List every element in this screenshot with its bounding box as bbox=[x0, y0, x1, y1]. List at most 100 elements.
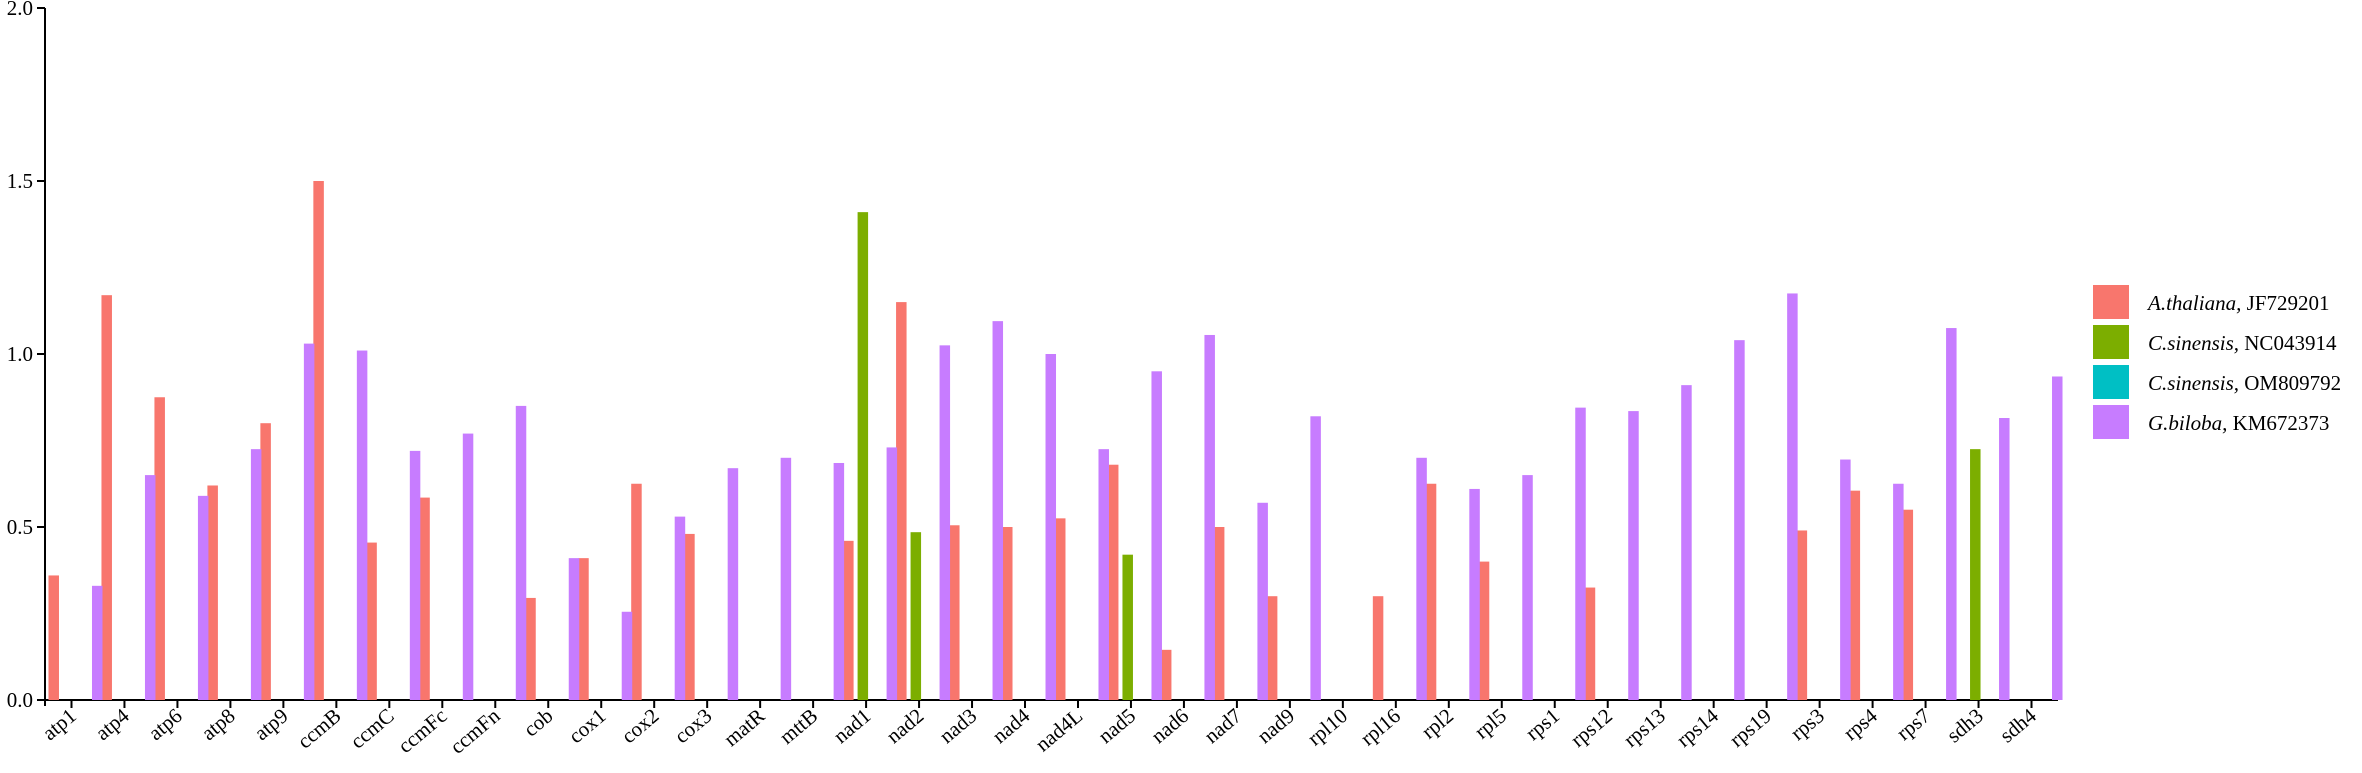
y-tick-label: 0.0 bbox=[7, 688, 33, 712]
bar bbox=[1098, 449, 1109, 700]
y-tick-labels: 0.0 0.5 1.0 1.5 2.0 bbox=[7, 0, 45, 712]
x-tick-label: nad7 bbox=[1199, 703, 1246, 748]
x-tick-label: rps1 bbox=[1521, 703, 1564, 745]
bar bbox=[621, 611, 633, 700]
bar bbox=[1372, 596, 1384, 700]
x-tick-label: ccmB bbox=[293, 703, 346, 753]
x-tick-label: atp1 bbox=[38, 703, 81, 745]
x-tick-label: atp6 bbox=[144, 703, 187, 745]
legend-swatch bbox=[2093, 325, 2129, 359]
bar bbox=[207, 485, 218, 700]
x-tick-label: rps12 bbox=[1566, 703, 1617, 751]
bar bbox=[313, 181, 324, 700]
legend-swatch bbox=[2093, 405, 2129, 439]
bar bbox=[154, 397, 165, 700]
bar bbox=[578, 558, 589, 700]
bar bbox=[684, 533, 695, 700]
legend: A.thaliana, JF729201 C.sinensis, NC043914… bbox=[2093, 285, 2341, 439]
x-tick-label: atp4 bbox=[91, 703, 135, 745]
x-tick-label: nad4L bbox=[1031, 703, 1088, 756]
bar bbox=[949, 525, 960, 700]
x-tick-label: nad4 bbox=[988, 703, 1035, 748]
y-tick-label: 1.0 bbox=[7, 342, 33, 366]
legend-accession: JF729201 bbox=[2241, 291, 2329, 315]
legend-species: C.sinensis, bbox=[2148, 371, 2239, 395]
bar bbox=[674, 516, 686, 700]
bar bbox=[515, 405, 527, 700]
bar bbox=[1734, 340, 1745, 700]
bar bbox=[1310, 416, 1321, 700]
legend-accession: KM672373 bbox=[2227, 411, 2329, 435]
x-tick-label: cob bbox=[519, 703, 558, 741]
bar bbox=[910, 532, 922, 700]
bar bbox=[1160, 649, 1172, 700]
bar bbox=[409, 450, 421, 700]
x-tick-label: nad9 bbox=[1252, 703, 1299, 748]
x-tick-label: nad1 bbox=[829, 703, 876, 748]
x-tick-label: rpl2 bbox=[1417, 703, 1458, 743]
bar bbox=[101, 295, 112, 700]
bar bbox=[833, 462, 845, 700]
bar bbox=[1002, 527, 1013, 700]
bar bbox=[843, 540, 854, 700]
x-tick-label: cox2 bbox=[617, 703, 664, 748]
bar bbox=[525, 597, 536, 700]
bar bbox=[1584, 587, 1596, 700]
x-tick-label: rpl10 bbox=[1303, 703, 1352, 750]
x-tick-label: sdh4 bbox=[1995, 703, 2041, 747]
bar bbox=[1257, 502, 1268, 700]
bar bbox=[91, 585, 103, 700]
bar bbox=[1469, 488, 1480, 700]
x-tick-label: sdh3 bbox=[1942, 703, 1988, 747]
x-tick-label: rps3 bbox=[1786, 703, 1829, 745]
x-tick-label: nad6 bbox=[1146, 703, 1193, 748]
bars bbox=[48, 181, 2063, 700]
bar bbox=[462, 433, 474, 700]
legend-label: C.sinensis, OM809792 bbox=[2148, 371, 2341, 395]
bar bbox=[1266, 596, 1278, 700]
bar bbox=[568, 558, 580, 700]
bar bbox=[780, 457, 792, 700]
x-tick-label: rps19 bbox=[1725, 703, 1776, 751]
x-tick-label: rps7 bbox=[1892, 703, 1935, 745]
bar bbox=[1213, 527, 1225, 700]
bar bbox=[1970, 449, 1981, 700]
bar bbox=[144, 475, 156, 700]
bar bbox=[1787, 293, 1798, 700]
bar bbox=[1946, 328, 1957, 700]
bar bbox=[939, 345, 951, 700]
bar bbox=[886, 447, 898, 700]
bar bbox=[992, 321, 1004, 700]
legend-label: G.biloba, KM672373 bbox=[2148, 411, 2329, 435]
x-tick-label: nad3 bbox=[935, 703, 982, 748]
x-tick-label: ccmC bbox=[346, 703, 399, 753]
x-tick-label: rpl5 bbox=[1470, 703, 1511, 743]
x-tick-label: nad2 bbox=[882, 703, 929, 748]
legend-swatch bbox=[2093, 285, 2129, 319]
bar bbox=[1522, 475, 1533, 700]
x-tick-label: atp8 bbox=[196, 703, 239, 745]
bar bbox=[631, 483, 642, 700]
x-tick-label: mttB bbox=[775, 703, 823, 748]
bar bbox=[1416, 457, 1427, 700]
bar bbox=[1478, 561, 1490, 700]
x-tick-label: cox1 bbox=[564, 703, 611, 748]
bar bbox=[48, 575, 59, 700]
bar bbox=[356, 350, 368, 700]
bar bbox=[1628, 411, 1639, 700]
bar bbox=[303, 343, 315, 700]
legend-label: A.thaliana, JF729201 bbox=[2146, 291, 2329, 315]
bar bbox=[1796, 530, 1808, 700]
y-tick-label: 2.0 bbox=[7, 0, 33, 20]
x-tick-label: atp9 bbox=[249, 703, 292, 745]
bar bbox=[260, 423, 271, 700]
y-tick-label: 1.5 bbox=[7, 169, 33, 193]
legend-label: C.sinensis, NC043914 bbox=[2148, 331, 2337, 355]
x-tick-label: rps4 bbox=[1839, 703, 1883, 745]
bar bbox=[2052, 376, 2063, 700]
legend-accession: OM809792 bbox=[2239, 371, 2341, 395]
bar bbox=[197, 495, 209, 700]
legend-species: C.sinensis, bbox=[2148, 331, 2239, 355]
x-tick-label: matR bbox=[719, 703, 769, 751]
